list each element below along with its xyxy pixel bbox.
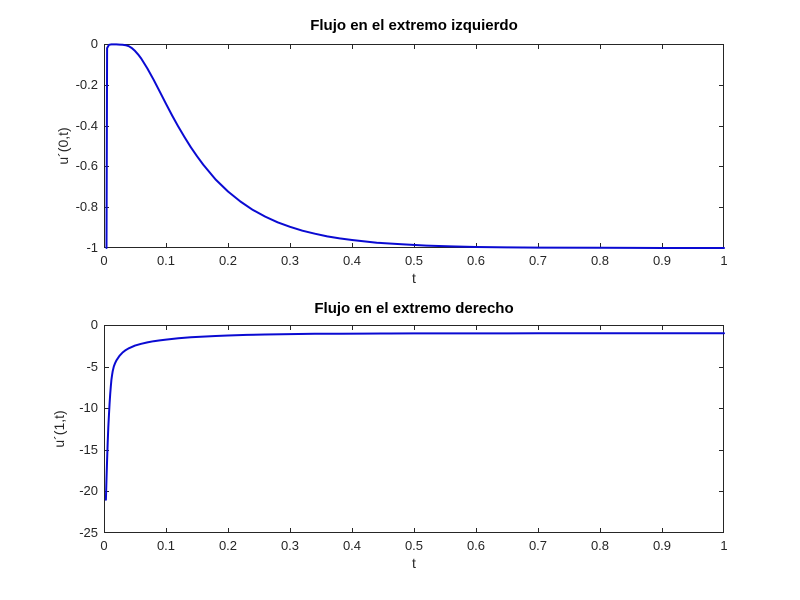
y-tick-label: 0 xyxy=(90,36,98,51)
curve-canvas xyxy=(104,43,725,249)
x-axis-label-right-flux: t xyxy=(412,555,416,571)
y-tick-label: 0 xyxy=(90,317,98,332)
plot-title-right-flux: Flujo en el extremo derecho xyxy=(314,300,514,317)
x-tick-label: 0.2 xyxy=(218,253,238,268)
y-tick-label: -15 xyxy=(79,441,98,457)
y-axis-label-right-flux: u´(1,t) xyxy=(51,410,67,448)
y-tick-label: -20 xyxy=(79,483,98,499)
y-tick-label: -0.2 xyxy=(75,76,98,92)
x-tick-label: 1 xyxy=(720,538,728,553)
x-tick-label: 0.3 xyxy=(280,538,300,553)
y-tick-label: -0.8 xyxy=(75,199,98,215)
y-tick-label: -0.4 xyxy=(75,117,98,133)
x-tick-label: 0 xyxy=(100,253,108,268)
data-curve xyxy=(104,332,725,501)
x-tick-label: 0.7 xyxy=(528,253,548,268)
y-tick-label: -10 xyxy=(79,400,98,416)
x-tick-label: 0.9 xyxy=(652,253,672,268)
x-tick-label: 0.4 xyxy=(342,253,362,268)
y-axis-label-left-flux: u´(0,t) xyxy=(55,127,71,165)
y-tick-label: -5 xyxy=(86,358,98,374)
x-tick-label: 0.9 xyxy=(652,538,672,553)
x-tick-label: 0.6 xyxy=(466,253,486,268)
x-tick-label: 1 xyxy=(720,253,728,268)
x-tick-label: 0.1 xyxy=(156,538,176,553)
x-tick-label: 0.7 xyxy=(528,538,548,553)
y-tick-label: -0.6 xyxy=(75,158,98,174)
x-tick-label: 0 xyxy=(100,538,108,553)
x-tick-label: 0.2 xyxy=(218,538,238,553)
axis-box xyxy=(104,325,724,533)
y-tick-label: -1 xyxy=(86,240,98,255)
plot-title-left-flux: Flujo en el extremo izquierdo xyxy=(310,17,518,34)
x-tick-label: 0.8 xyxy=(590,538,610,553)
x-tick-label: 0.6 xyxy=(466,538,486,553)
data-curve xyxy=(105,43,725,249)
x-tick-label: 0.1 xyxy=(156,253,176,268)
x-tick-label: 0.4 xyxy=(342,538,362,553)
curve-canvas xyxy=(104,325,725,533)
y-tick-label: -25 xyxy=(79,525,98,540)
axis-box xyxy=(104,44,724,248)
x-tick-label: 0.5 xyxy=(404,253,424,268)
x-tick-label: 0.5 xyxy=(404,538,424,553)
plot-area-left-flux: 0 0.1 0.2 0.3 0.4 0.5 0.6 0.7 0.8 0.9 1 0 -0.2 -0.4 -0… xyxy=(76,36,728,268)
plot-area-right-flux: 0 0.1 0.2 0.3 0.4 0.5 0.6 0.7 0.8 0.9 1 0 -5 -10 -15 -2… xyxy=(79,317,727,553)
x-tick-label: 0.3 xyxy=(280,253,300,268)
x-axis-label-left-flux: t xyxy=(412,270,416,286)
x-tick-label: 0.8 xyxy=(590,253,610,268)
